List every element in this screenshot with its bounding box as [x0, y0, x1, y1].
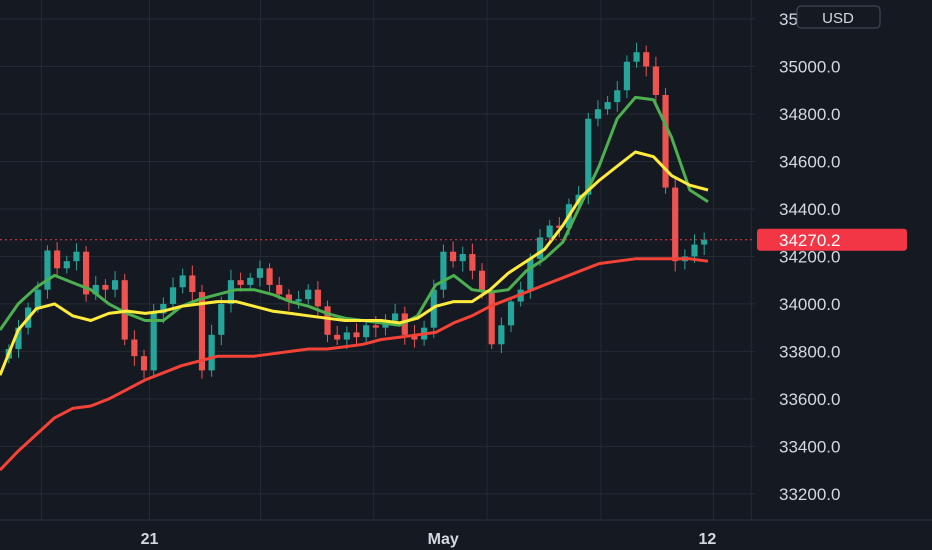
candle-body — [363, 325, 370, 338]
candle-body — [82, 251, 90, 295]
candle-body — [324, 306, 331, 335]
candle-body — [34, 289, 41, 308]
candle-body — [701, 239, 708, 245]
candle-body — [672, 187, 679, 262]
price-tick-label: 33400.0 — [779, 437, 840, 456]
candle-body — [507, 301, 515, 326]
candle-body — [15, 327, 22, 350]
price-tick-label: 33200.0 — [779, 485, 840, 504]
candle-body — [208, 334, 215, 371]
candle-body — [92, 284, 99, 295]
currency-badge[interactable]: USD — [796, 5, 881, 29]
candle-body — [247, 277, 254, 285]
candle-body — [594, 109, 602, 119]
last-price-label: 34270.2 — [779, 231, 840, 250]
candle-body — [498, 325, 505, 345]
candle-body — [691, 244, 698, 257]
candle-body — [305, 289, 312, 300]
candle-body — [121, 280, 128, 340]
candle-body — [440, 251, 447, 290]
candle-body — [372, 325, 379, 328]
grid — [0, 0, 932, 521]
candle-body — [633, 52, 640, 62]
candle-body — [102, 284, 109, 290]
last-price-tag: 34270.2 — [757, 228, 907, 251]
candle-body — [392, 313, 399, 321]
price-tick-label: 35000.0 — [779, 57, 840, 76]
candle-body — [585, 118, 592, 195]
candle-body — [652, 66, 659, 95]
candle-body — [334, 334, 341, 340]
candle-body — [643, 52, 650, 67]
candle-body — [169, 287, 177, 304]
candle-body — [44, 250, 51, 290]
candle-body — [256, 268, 264, 278]
candle-body — [198, 292, 206, 371]
candle-body — [527, 258, 534, 290]
price-tick-label: 34400.0 — [779, 200, 840, 219]
candle-body — [276, 284, 283, 295]
candle-body — [488, 292, 495, 345]
candle-body — [449, 251, 457, 262]
candle-body — [459, 254, 466, 262]
candle-body — [614, 90, 621, 103]
candle-body — [63, 261, 70, 269]
candle-body — [131, 339, 138, 357]
candle-body — [623, 61, 631, 91]
candle-body — [140, 356, 148, 371]
currency-label: USD — [822, 10, 854, 27]
candle-body — [343, 332, 350, 340]
candle-body — [478, 270, 486, 293]
ma-line-1 — [0, 95, 709, 331]
price-tick-label: 33800.0 — [779, 342, 840, 361]
candle-body — [536, 237, 544, 259]
candle-body — [556, 225, 563, 228]
candlesticks — [5, 42, 708, 379]
ma-line-2 — [0, 150, 709, 376]
candle-body — [662, 94, 669, 188]
price-tick-label: 34000.0 — [779, 295, 840, 314]
price-tick-label: 33600.0 — [779, 390, 840, 409]
ma-line-3 — [0, 257, 709, 472]
candle-body — [54, 250, 61, 269]
candle-body — [189, 275, 196, 293]
candle-body — [266, 268, 273, 285]
time-axis[interactable]: 21 May 12 — [141, 531, 717, 548]
candle-body — [111, 280, 119, 290]
candle-body — [285, 294, 292, 302]
candle-body — [314, 289, 321, 307]
candle-body — [218, 303, 225, 335]
candle-body — [546, 225, 553, 238]
price-tick-label: 34600.0 — [779, 152, 840, 171]
time-tick-label: 21 — [141, 531, 159, 548]
price-axis[interactable]: 35200.035000.034800.034600.034400.034200… — [779, 10, 840, 504]
time-tick-label: 12 — [699, 531, 717, 548]
candle-body — [73, 251, 80, 262]
candle-body — [150, 313, 157, 371]
candle-body — [353, 332, 360, 338]
candle-body — [604, 102, 611, 110]
candle-body — [469, 254, 476, 271]
candle-body — [237, 280, 244, 285]
candle-body — [411, 334, 418, 340]
time-tick-label: May — [428, 531, 459, 548]
price-tick-label: 34200.0 — [779, 247, 840, 266]
moving-average-lines — [0, 95, 709, 472]
candle-body — [160, 303, 167, 314]
candle-body — [295, 299, 302, 302]
candle-body — [179, 275, 186, 288]
price-tick-label: 34800.0 — [779, 105, 840, 124]
